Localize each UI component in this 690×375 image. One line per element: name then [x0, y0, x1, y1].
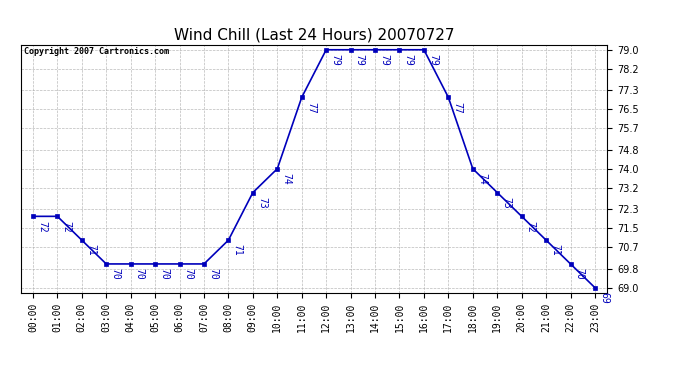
Text: 70: 70: [159, 268, 169, 280]
Text: 73: 73: [257, 197, 267, 208]
Text: 79: 79: [355, 54, 365, 66]
Text: 74: 74: [282, 173, 291, 184]
Text: 77: 77: [306, 102, 316, 113]
Text: 70: 70: [184, 268, 194, 280]
Text: 79: 79: [428, 54, 438, 66]
Text: 72: 72: [526, 220, 536, 232]
Title: Wind Chill (Last 24 Hours) 20070727: Wind Chill (Last 24 Hours) 20070727: [174, 27, 454, 42]
Text: 71: 71: [233, 244, 243, 256]
Text: 79: 79: [380, 54, 389, 66]
Text: 73: 73: [502, 197, 511, 208]
Text: 71: 71: [86, 244, 96, 256]
Text: 70: 70: [208, 268, 218, 280]
Text: 79: 79: [404, 54, 413, 66]
Text: 79: 79: [331, 54, 340, 66]
Text: 70: 70: [575, 268, 584, 280]
Text: 71: 71: [550, 244, 560, 256]
Text: Copyright 2007 Cartronics.com: Copyright 2007 Cartronics.com: [23, 48, 168, 57]
Text: 70: 70: [110, 268, 120, 280]
Text: 72: 72: [37, 220, 47, 232]
Text: 77: 77: [453, 102, 462, 113]
Text: 72: 72: [61, 220, 72, 232]
Text: 69: 69: [599, 292, 609, 304]
Text: 74: 74: [477, 173, 487, 184]
Text: 70: 70: [135, 268, 145, 280]
